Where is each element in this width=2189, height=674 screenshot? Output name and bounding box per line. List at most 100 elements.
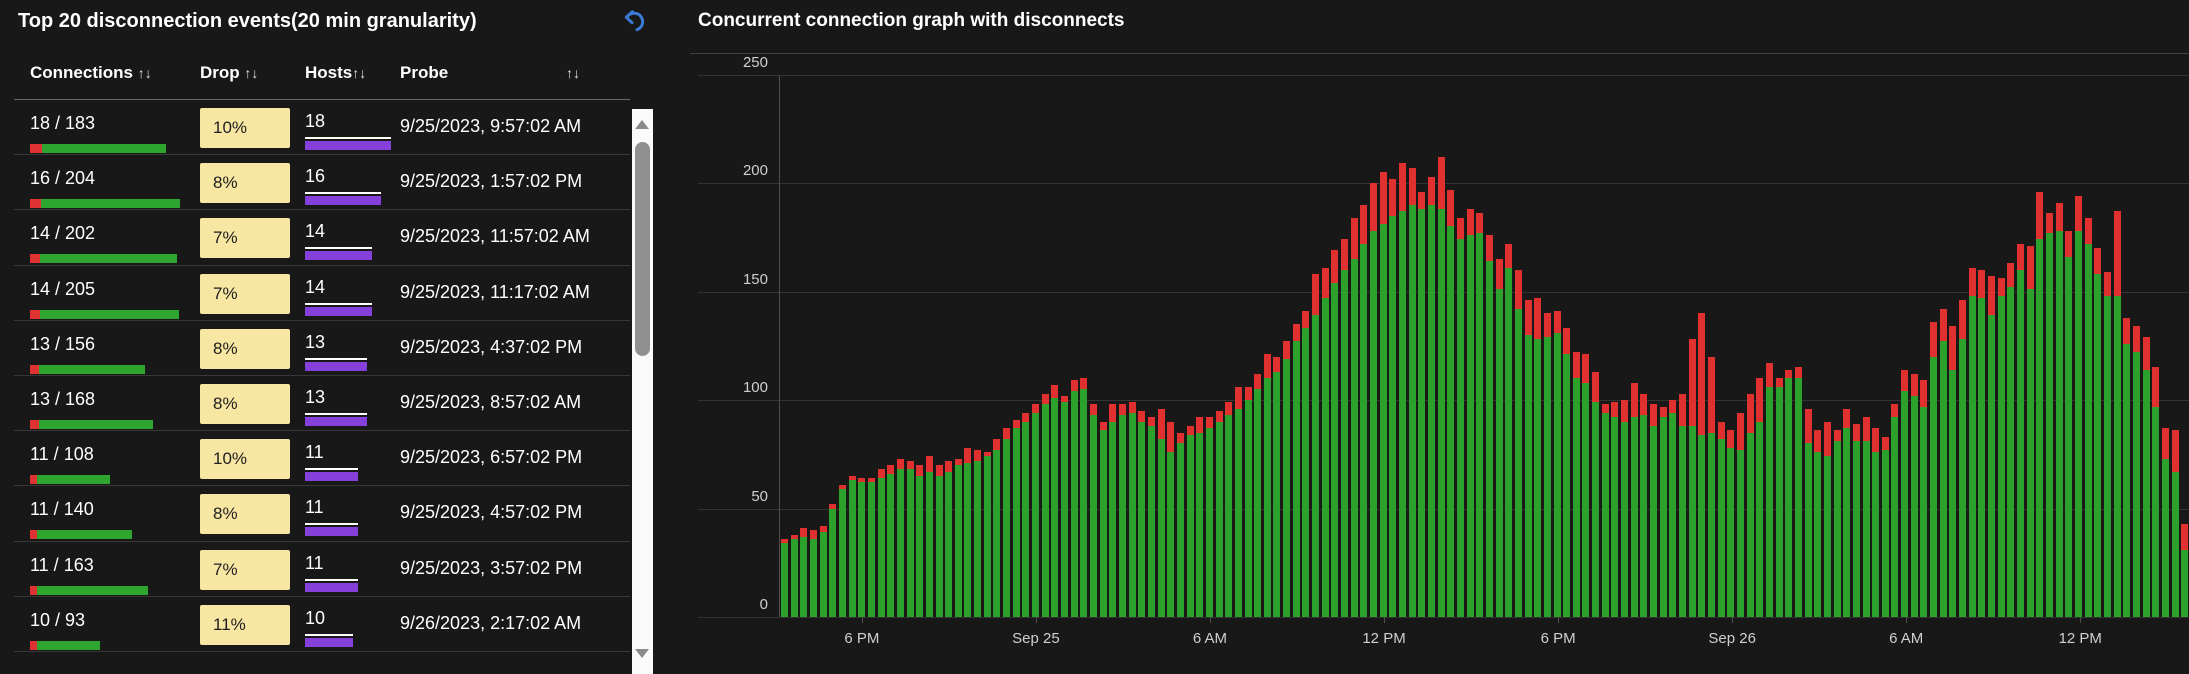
bar-connections [1302,328,1310,617]
bar-disconnects [1698,313,1706,435]
bar-disconnects [1003,428,1011,440]
bar-connections [1630,417,1638,617]
table-row[interactable]: 18 / 183 10% 18 9/25/2023, 9:57:02 AM [14,100,630,156]
sort-icon-drop[interactable]: ↑↓ [244,65,259,81]
bar-disconnects [1592,371,1600,403]
bar-52 [1283,75,1291,617]
bar-disconnects [829,504,837,509]
bar-disconnects [1505,243,1513,268]
bar-13 [906,75,914,617]
bar-disconnects [867,478,875,483]
bars-container[interactable] [781,75,2189,617]
table-row[interactable]: 13 / 156 8% 13 9/25/2023, 4:37:02 PM [14,321,630,376]
chart-area[interactable]: 250 200 150 100 50 0 6 PM Sep 25 6 AM 12 PM 6 PM Se… [660,0,2189,674]
bar-71 [1466,75,1474,617]
bar-59 [1350,75,1358,617]
bar-disconnects [1978,269,1986,299]
bar-87 [1621,75,1629,617]
bar-21 [983,75,991,617]
scrollbar-thumb[interactable] [635,142,650,356]
bar-disconnects [1872,428,1880,453]
bar-83 [1582,75,1590,617]
bar-connections [867,482,875,617]
bar-connections [1920,406,1928,617]
sort-icon-connections[interactable]: ↑↓ [137,65,152,81]
hosts-bar [305,582,358,592]
bar-connections [2171,471,2179,617]
drop-percentage-badge: 8% [200,163,290,204]
bar-29 [1061,75,1069,617]
bar-22 [993,75,1001,617]
col-header-hosts[interactable]: Hosts↑↓ [305,63,367,82]
hosts-value: 11 [305,442,324,463]
chart-top-border [690,53,2189,54]
bar-48 [1244,75,1252,617]
bar-disconnects [1215,410,1223,422]
table-scrollbar[interactable] [632,109,653,674]
hosts-underline [305,468,358,471]
bar-101 [1756,75,1764,617]
bar-36 [1128,75,1136,617]
bar-connections [1543,337,1551,617]
bar-37 [1138,75,1146,617]
bar-disconnects [2094,248,2102,275]
col-header-probe[interactable]: Probe [400,63,449,82]
drop-percentage-badge: 10% [200,439,290,480]
table-row[interactable]: 13 / 168 8% 13 9/25/2023, 8:57:02 AM [14,376,630,432]
hosts-underline [305,302,372,305]
table-row[interactable]: 10 / 93 11% 10 9/26/2023, 2:17:02 AM [14,597,630,652]
table-row[interactable]: 14 / 205 7% 14 9/25/2023, 11:17:02 AM [14,266,630,321]
connections-bar [30,475,110,485]
bar-disconnects [1399,163,1406,212]
bar-connections [1988,315,1996,617]
table-row[interactable]: 11 / 140 8% 11 9/25/2023, 4:57:02 PM [14,486,630,542]
bar-connections [2132,352,2140,617]
bar-connections [1205,428,1213,617]
bar-135 [2084,75,2092,617]
x-tick [861,617,863,623]
bar-disconnects [1244,386,1252,400]
bar-connections [2055,230,2063,617]
bar-connections [1234,408,1242,617]
y-axis-label: 200 [742,162,768,179]
table-row[interactable]: 16 / 204 8% 16 9/25/2023, 1:57:02 PM [14,155,630,211]
bar-disconnects [1022,413,1030,422]
scrollbar-down-icon[interactable] [635,649,649,658]
bar-85 [1601,75,1609,617]
bar-20 [974,75,982,617]
bar-disconnects [1225,402,1233,416]
col-header-connections[interactable]: Connections ↑↓ [30,63,152,82]
bar-connections [1341,269,1349,617]
bar-disconnects [1485,235,1493,262]
table-row[interactable]: 11 / 108 10% 11 9/25/2023, 6:57:02 PM [14,431,630,487]
bar-134 [2074,75,2082,617]
hosts-bar [305,361,367,371]
hosts-value: 16 [305,166,326,187]
x-axis-label: 6 PM [844,630,880,647]
bar-60 [1360,75,1368,617]
bar-76 [1514,75,1522,617]
bar-disconnects [2026,245,2034,290]
bar-disconnects [1901,369,1909,392]
bar-81 [1563,75,1571,617]
sort-icon-hosts[interactable]: ↑↓ [352,65,367,81]
bar-90 [1650,75,1658,617]
table-row[interactable]: 11 / 163 7% 11 9/25/2023, 3:57:02 PM [14,542,630,597]
col-header-drop[interactable]: Drop ↑↓ [200,63,259,82]
bar-disconnects [1814,430,1822,453]
bar-77 [1524,75,1532,617]
refresh-icon[interactable] [615,4,655,44]
bar-connections [2065,256,2073,617]
sort-icon-probe[interactable]: ↑↓ [566,65,580,81]
table-row[interactable]: 14 / 202 7% 14 9/25/2023, 11:57:02 AM [14,210,630,266]
bar-23 [1003,75,1011,617]
bar-104 [1785,75,1793,617]
bar-connections [1263,378,1271,617]
y-axis-label: 50 [751,487,768,505]
bar-80 [1553,75,1561,617]
bar-disconnects [1041,393,1049,405]
bar-34 [1109,75,1117,617]
connections-bar-drops [30,530,37,540]
scrollbar-up-icon[interactable] [635,120,649,129]
bar-connections [1852,441,1860,617]
